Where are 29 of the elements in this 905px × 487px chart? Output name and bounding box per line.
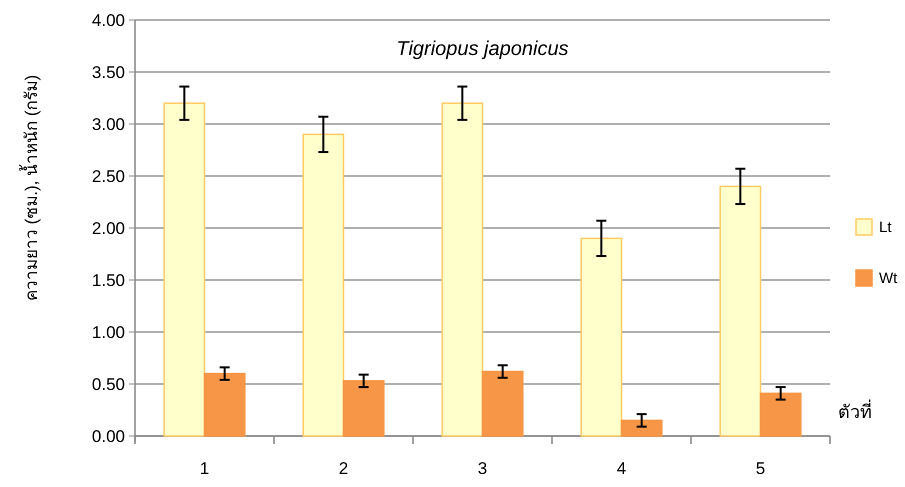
bar — [482, 370, 524, 437]
x-tick-label: 2 — [338, 459, 348, 478]
bar — [580, 238, 622, 437]
text: Tigriopus japonicus — [396, 38, 569, 60]
y-tick-label: 2.50 — [92, 166, 125, 186]
bar — [441, 102, 484, 437]
legend-label: Lt — [879, 219, 892, 236]
bar — [620, 420, 663, 437]
y-tick-label: 1.50 — [92, 270, 125, 290]
legend-label: Wt — [879, 270, 898, 287]
bar — [204, 372, 246, 437]
bar — [719, 186, 762, 437]
y-axis-title: ความยาว (ซม.), น้ำหนัก (กรัม) — [19, 74, 41, 302]
x-axis-title: ตัวที่ — [838, 399, 872, 422]
bar — [163, 102, 206, 437]
y-tick-label: 1.00 — [92, 322, 125, 342]
y-tick-label: 2.00 — [92, 218, 125, 238]
x-tick-label: 5 — [756, 459, 766, 478]
y-tick-label: 0.50 — [92, 374, 125, 394]
x-tick-label: 4 — [616, 459, 626, 478]
y-tick-label: 3.00 — [92, 114, 125, 134]
bar — [342, 380, 385, 437]
y-tick-label: 3.50 — [92, 62, 125, 82]
x-tick-label: 3 — [478, 459, 488, 478]
y-tick-label: 0.00 — [92, 426, 125, 446]
x-tick-label: 1 — [200, 459, 210, 478]
bar — [302, 134, 344, 437]
bar — [760, 392, 802, 437]
y-tick-label: 4.00 — [92, 10, 125, 30]
